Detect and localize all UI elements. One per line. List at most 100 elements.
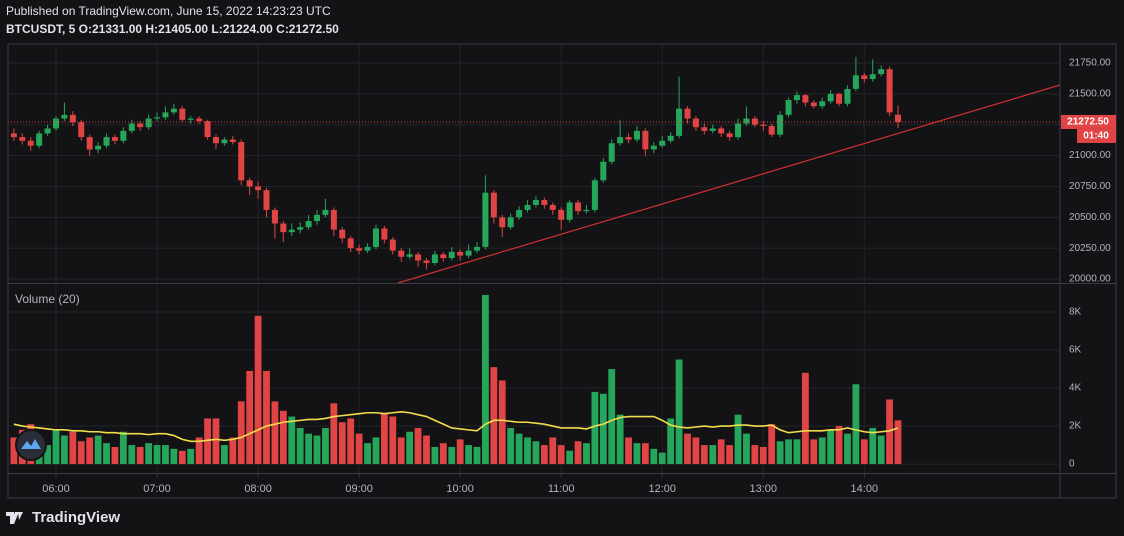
volume-bar [549,437,557,465]
candle-body [356,248,363,251]
candle-body [364,246,371,251]
candle-body [474,246,480,251]
countdown-label: 01:40 [1083,131,1109,142]
volume-bar [574,441,582,465]
volume-bar [322,427,329,465]
volume-bar [77,441,85,465]
volume-tick-label: 4K [1069,383,1082,394]
volume-bar [431,446,439,465]
candle-body [869,74,876,80]
candle-body [793,95,800,101]
candle-body [288,229,295,233]
candle-body [692,118,699,128]
volume-bar [69,431,77,465]
volume-bar [372,437,380,465]
volume-bar [288,416,296,465]
candle-body [836,93,843,104]
volume-bar [465,445,472,465]
candle-body [608,143,615,162]
x-tick-label: 06:00 [42,483,70,495]
candle-body [625,137,632,140]
volume-bar [667,418,675,465]
volume-tick-label: 8K [1069,307,1082,318]
candle-body [120,130,127,141]
volume-bar [389,416,397,465]
candle-body [844,88,851,104]
volume-bar [153,445,161,465]
candle-body [423,260,430,264]
volume-bar [10,437,18,465]
candle-body [145,118,152,128]
candle-body [95,145,102,150]
candle-body [785,100,792,115]
candle-body [263,190,270,210]
volume-ma-line [13,411,899,443]
candle-body [827,93,834,102]
candle-body [170,108,177,113]
candle-body [204,121,211,138]
candle-body [162,112,169,118]
volume-bar [616,414,624,465]
volume-tick-label: 6K [1069,345,1082,356]
candle-body [465,250,472,256]
volume-bar [490,367,498,465]
volume-bar [524,437,531,465]
candle-body [482,192,489,247]
volume-bar [44,445,51,465]
candle-body [751,118,758,125]
candle-body [128,123,135,131]
candle-body [701,127,708,131]
volume-bar [355,433,363,465]
volume-bar [423,435,430,465]
volume-bar [717,439,725,465]
candle-body [271,209,278,224]
x-tick-label: 08:00 [244,483,272,495]
volume-bar [212,418,220,465]
volume-bar [869,427,877,465]
candle-body [154,117,161,119]
volume-bar [583,443,590,465]
candle-body [659,140,666,146]
candle-body [524,204,531,210]
candle-body [667,135,674,141]
volume-bar [330,403,338,465]
candle-body [381,228,388,240]
volume-bar [456,439,464,465]
volume-bar [675,359,683,465]
volume-bar [52,429,60,465]
candle-body [103,137,110,146]
volume-bar [844,433,851,465]
x-tick-label: 11:00 [548,483,575,495]
candle-body [347,238,354,249]
candle-body [566,202,573,220]
volume-bar [507,427,515,465]
candle-body [878,69,885,75]
candle-body [735,123,742,138]
candle-body [810,102,817,107]
candle-body [398,250,405,257]
candle-body [330,209,337,230]
candle-body [591,180,598,210]
volume-bar [852,384,860,465]
candle-body [600,161,607,181]
candle-body [322,209,329,215]
volume-label: Volume (20) [15,292,80,306]
volume-bar [406,431,414,465]
volume-bar [540,445,548,465]
candle-body [549,204,556,210]
candle-body [389,239,396,251]
volume-bar [305,433,312,465]
volume-bar [296,427,304,465]
candle-body [558,209,565,220]
volume-bar [119,431,127,465]
volume-bar [347,418,355,465]
volume-tick-label: 0 [1069,459,1075,470]
volume-bar [625,437,632,465]
y-tick-label: 20250.00 [1069,243,1111,254]
volume-bar [128,445,136,465]
frame [7,43,1117,499]
logo: TradingView [6,509,120,526]
volume-bar [170,448,178,465]
